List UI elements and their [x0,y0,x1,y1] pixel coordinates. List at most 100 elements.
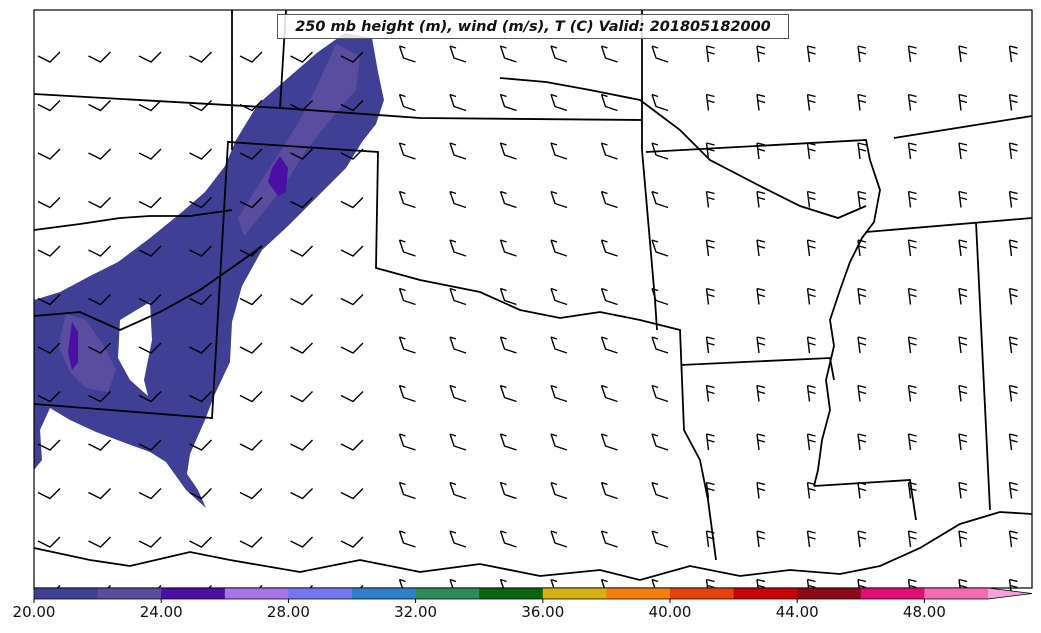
wind-barb [600,239,618,257]
colorbar-segment [606,588,671,599]
wind-barb [907,239,917,257]
colorbar-segment [542,588,607,599]
colorbar [33,587,1033,603]
wind-barb [449,93,467,112]
wind-barb [290,294,313,306]
wind-barb [239,148,263,160]
wind-barb [756,45,766,63]
wind-barb [857,190,867,208]
wind-barb [239,536,263,548]
wind-barb [499,336,517,354]
wind-barb [138,148,162,160]
wind-barb [340,245,364,257]
wind-barb [600,433,618,451]
wind-barb [907,481,917,499]
wind-barb [189,488,212,500]
wind-barb [550,239,568,257]
wind-barb [550,336,568,354]
wind-barb [907,530,917,548]
wind-barb [1008,433,1018,451]
wind-barb [88,51,111,63]
wind-barb [239,51,263,63]
wind-barb [398,142,416,160]
wind-barb [550,190,568,209]
wind-barb [37,294,61,306]
colorbar-tick-label: 20.00 [12,603,56,621]
colorbar-tick-label: 32.00 [394,603,438,621]
wind-barb [290,536,313,548]
colorbar-segment [34,588,99,599]
wind-barb [806,384,816,402]
wind-barb [651,93,669,112]
wind-barb [1008,239,1018,257]
colorbar-tick-label: 28.00 [266,603,310,621]
wind-barb [398,336,416,354]
wind-barb [958,239,968,257]
wind-barb [857,287,867,305]
wind-barb [1008,481,1018,499]
wind-barb [806,93,816,111]
wind-barb [138,245,162,257]
wind-barb [88,536,111,548]
wind-barb [398,530,416,548]
wind-barb [499,93,517,112]
wind-barb [958,142,968,160]
wind-barb [705,45,715,63]
colorbar-tick-label: 40.00 [648,603,692,621]
wind-barb [907,142,917,160]
wind-barb [806,336,816,354]
wind-barb [857,433,867,451]
state-boundaries [33,9,1033,581]
wind-barb [857,481,867,499]
wind-barb [88,439,111,451]
wind-barb [857,239,867,257]
wind-barb [499,142,517,160]
wind-barb [958,287,968,305]
wind-barb [857,336,867,354]
wind-barb [37,391,61,403]
wind-barb [958,45,968,63]
wind-barb [449,239,467,257]
map-title: 250 mb height (m), wind (m/s), T (C) Val… [277,14,789,39]
wind-barb [705,190,715,208]
wind-barb [958,481,968,499]
wind-barb [340,488,364,500]
wind-barb [340,51,364,63]
wind-barb [37,342,61,354]
wind-barb [398,481,416,500]
wind-barb [958,530,968,548]
wind-barb [340,197,364,209]
colorbar-segment [860,588,925,599]
wind-barb [449,287,467,306]
wind-barb [806,481,816,499]
colorbar-segment [797,588,862,599]
wind-barb [651,433,669,451]
wind-barb [239,342,263,354]
wind-barb [88,148,111,160]
wind-barb [138,51,162,63]
wind-barb [398,45,416,63]
wind-barb [499,45,517,63]
wind-barb [138,391,162,403]
wind-barb [756,142,766,160]
wind-barb [88,245,111,257]
wind-barb [189,245,212,257]
wind-barb [600,336,618,354]
wind-barb [138,488,162,500]
wind-barb [239,294,263,306]
wind-barb [958,433,968,451]
wind-barb [600,481,618,500]
wind-barb [189,391,212,403]
wind-barb [756,481,766,499]
wind-barb [651,481,669,500]
wind-barb [340,391,364,403]
colorbar-outline [33,587,1033,600]
wind-barb [37,148,61,160]
wind-barb [705,433,715,451]
wind-barb [37,439,61,451]
wind-barb [398,93,416,112]
wind-barb [857,93,867,111]
colorbar-segment [670,588,735,599]
wind-barb [239,488,263,500]
wind-barb [1008,384,1018,402]
